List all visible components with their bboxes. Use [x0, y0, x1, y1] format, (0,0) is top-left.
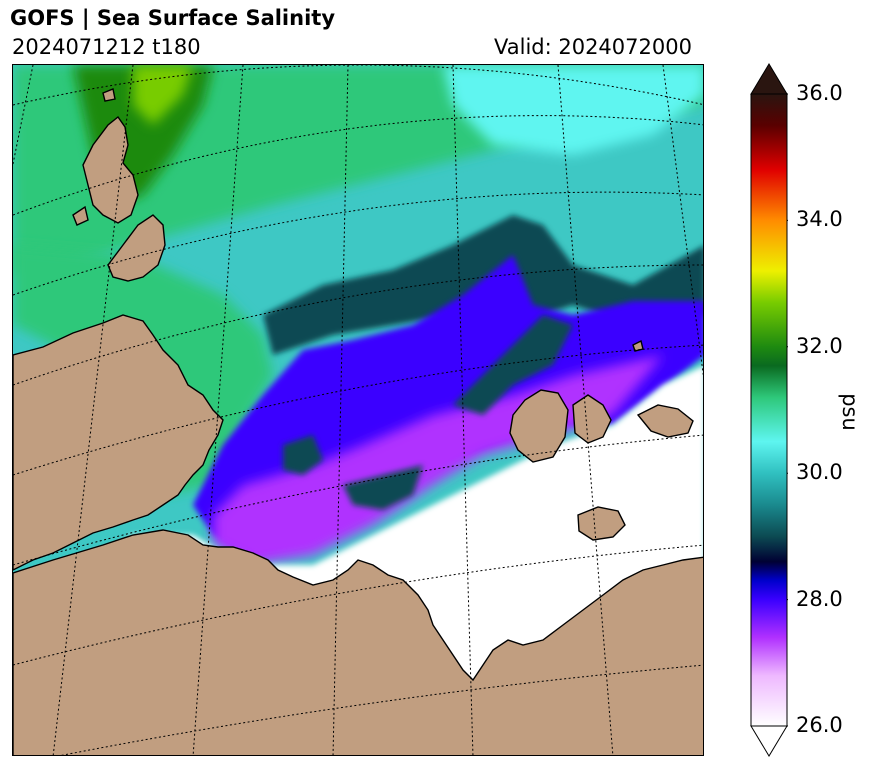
green-zone-nwlight	[133, 65, 193, 125]
colorbar-extend-min	[750, 725, 788, 757]
colorbar-svg	[750, 63, 792, 757]
colorbar-extend-max	[750, 63, 788, 95]
teal-eddy-south	[343, 465, 423, 510]
colorbar-unit-label: psu	[838, 393, 862, 431]
valid-time-label: Valid: 2024072000	[494, 35, 692, 59]
colorbar-tick-label: 28.0	[796, 586, 843, 611]
island-novaya-north	[509, 389, 569, 463]
island-svalbard-south	[107, 214, 166, 282]
colorbar-tick-label: 32.0	[796, 333, 843, 358]
land	[13, 88, 703, 755]
colorbar-tick-label: 30.0	[796, 460, 843, 485]
island-severnaya	[572, 394, 612, 444]
landmass-mainland	[13, 314, 224, 571]
colorbar-tick-label: 36.0	[796, 81, 843, 105]
teal-eddy-west	[283, 435, 323, 475]
graticule	[13, 65, 703, 755]
colorbar-tick-label: 26.0	[796, 713, 843, 737]
island-east	[636, 404, 694, 438]
landmass-south	[13, 529, 703, 755]
colorbar-gradient	[750, 93, 788, 727]
salinity-map	[12, 64, 704, 756]
map-canvas	[13, 65, 703, 755]
colorbar	[750, 62, 792, 758]
island-tiny-a	[72, 205, 89, 226]
island-small-south	[577, 506, 626, 541]
run-label: 2024071212 t180	[12, 35, 201, 59]
island-tiny-b	[102, 88, 116, 102]
cyan-zone-north	[443, 65, 703, 155]
teal-eddy	[453, 315, 573, 415]
colorbar-tick-label: 34.0	[796, 207, 843, 232]
figure-title: GOFS | Sea Surface Salinity	[10, 6, 336, 30]
